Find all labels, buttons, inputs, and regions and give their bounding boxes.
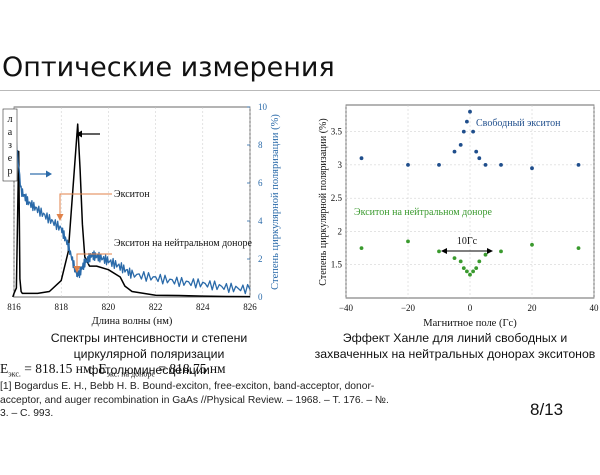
- y-tick-label: 3: [338, 160, 343, 170]
- width-arrow-left-head: [441, 248, 447, 254]
- donor-exciton-point: [530, 242, 534, 247]
- laser-label-letter: з: [8, 140, 12, 151]
- polarization-series-line: [13, 118, 251, 295]
- free-exciton-point: [477, 156, 482, 161]
- formula-symbol: E: [0, 361, 9, 376]
- x-tick-label: 818: [54, 302, 68, 312]
- formula-symbol: E: [98, 361, 107, 376]
- y-axis-label: Степень циркулярной поляризации (%): [318, 118, 329, 285]
- x-tick-label: −40: [339, 303, 354, 313]
- laser-label-letter: р: [8, 166, 13, 177]
- x-tick-label: 820: [102, 302, 116, 312]
- donor-exciton-point: [468, 272, 472, 277]
- free-exciton-point: [406, 163, 410, 167]
- donor-exciton-point: [483, 252, 488, 257]
- free-exciton-point: [576, 163, 581, 167]
- free-exciton-point: [465, 119, 469, 124]
- free-exciton-point: [437, 163, 441, 167]
- donor-exciton-point: [576, 246, 581, 251]
- x-tick-label: 826: [243, 302, 257, 312]
- y-tick-label: 1.5: [331, 260, 343, 270]
- page-number: 8/13: [530, 400, 564, 419]
- intensity-axis-arrowhead: [76, 130, 82, 138]
- donor-exciton-point: [477, 259, 482, 264]
- y-right-tick-label: 8: [258, 140, 263, 150]
- exciton-pointer-head: [56, 214, 64, 221]
- x-tick-label: 40: [590, 303, 600, 313]
- y-right-tick-label: 10: [258, 102, 268, 112]
- donor-exciton-point: [465, 269, 469, 274]
- free-exciton-point: [359, 156, 364, 161]
- formula-value: = 818.15 нм,: [20, 361, 99, 376]
- donor-exciton-pointer: [76, 253, 112, 270]
- title-divider: [0, 90, 600, 91]
- formula-subscript: экс.: [8, 369, 21, 379]
- donor-exciton-point: [471, 269, 475, 274]
- y-right-tick-label: 2: [258, 254, 263, 264]
- width-annotation: 10Гс: [457, 236, 478, 247]
- laser-label-box: [2, 108, 18, 182]
- donor-exciton-point: [499, 249, 503, 254]
- formula-subscript: экс. на доноре: [106, 369, 155, 379]
- x-tick-label: −20: [401, 303, 416, 313]
- laser-label-letter: л: [8, 114, 13, 125]
- donor-exciton-point: [359, 246, 364, 251]
- plot-frame: [13, 106, 251, 298]
- x-tick-label: 20: [528, 303, 538, 313]
- x-tick-label: 816: [7, 302, 21, 312]
- free-exciton-point: [452, 149, 457, 154]
- donor-exciton-point: [458, 259, 463, 264]
- slide-title: Оптические измерения: [2, 52, 335, 83]
- exciton-pointer: [59, 193, 112, 218]
- free-exciton-point: [461, 129, 466, 134]
- free-exciton-point: [471, 129, 475, 134]
- intensity-series-line: [12, 123, 251, 298]
- donor-exciton-label: Экситон на нейтральном доноре: [354, 207, 493, 218]
- formula-value: = 818.75 нм: [154, 361, 226, 376]
- donor-exciton-annotation: Экситон на нейтральном доноре: [114, 238, 253, 249]
- donor-exciton-point: [474, 266, 479, 270]
- laser-label-letter: а: [8, 127, 13, 138]
- y-right-tick-label: 0: [258, 292, 263, 302]
- free-exciton-point: [474, 149, 479, 154]
- x-tick-label: 822: [149, 302, 163, 312]
- y-right-tick-label: 6: [258, 178, 263, 188]
- donor-exciton-point: [461, 266, 466, 270]
- y-tick-label: 3.5: [331, 127, 343, 137]
- donor-exciton-pointer-head: [73, 266, 81, 273]
- hanle-effect-chart: −40 −20 0 20 40 1.5 2 2.5 3 3.5 Свободный экситон…: [298, 100, 600, 330]
- y-right-tick-label: 4: [258, 216, 263, 226]
- free-exciton-point: [458, 143, 463, 147]
- x-tick-label: 824: [196, 302, 210, 312]
- left-figure-caption: Спектры интенсивности и степени циркуляр…: [50, 331, 248, 377]
- donor-exciton-point: [437, 249, 441, 254]
- free-exciton-point: [499, 163, 503, 167]
- donor-exciton-point: [406, 239, 410, 244]
- laser-label-letter: е: [8, 153, 13, 164]
- hanle-effect-svg: −40 −20 0 20 40 1.5 2 2.5 3 3.5 Свободный экситон…: [318, 104, 600, 329]
- exciton-energy-formula: Eэкс. = 818.15 нм, Eэкс. на доноре = 818…: [0, 361, 226, 379]
- free-exciton-point: [483, 163, 488, 167]
- free-exciton-point: [468, 109, 472, 114]
- y-tick-label: 2.5: [331, 193, 343, 203]
- right-y-axis-label: Степень циркулярной поляризации (%): [270, 114, 281, 290]
- x-axis-label: Магнитное поле (Гс): [423, 318, 517, 329]
- pol-axis-arrowhead: [46, 170, 52, 178]
- right-figure-caption: Эффект Ханле для линий свободных и захва…: [314, 331, 596, 361]
- free-exciton-label: Свободный экситон: [476, 118, 561, 129]
- y-tick-label: 2: [338, 226, 343, 236]
- x-tick-label: 0: [468, 303, 473, 313]
- reference-text: [1] Bogardus E. H., Bebb H. B. Bound-exc…: [0, 381, 389, 420]
- width-arrow-right-head: [487, 248, 493, 254]
- x-axis-label: Длина волны (нм): [92, 316, 173, 327]
- donor-exciton-point: [452, 256, 457, 260]
- free-exciton-point: [530, 166, 534, 171]
- exciton-annotation: Экситон: [114, 189, 150, 200]
